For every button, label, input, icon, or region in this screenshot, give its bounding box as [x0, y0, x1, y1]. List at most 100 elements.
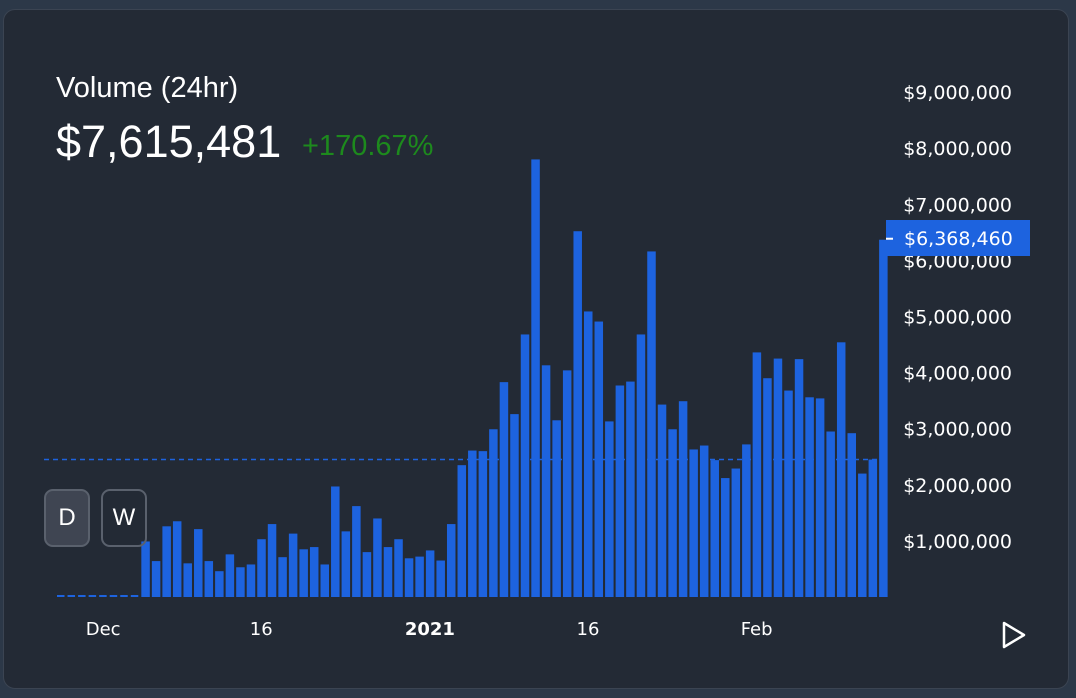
bar [194, 529, 203, 597]
bar [562, 370, 572, 597]
current-value-label: $6,368,460 [904, 228, 1013, 250]
bar [784, 390, 793, 597]
bar [162, 526, 171, 597]
bar [815, 398, 825, 597]
bar [172, 521, 182, 597]
bar [88, 595, 97, 597]
bar [826, 431, 835, 597]
daily-button[interactable]: D [44, 489, 90, 547]
bar [309, 547, 319, 597]
bar [731, 468, 741, 597]
bar [573, 231, 582, 597]
y-tick-label: $8,000,000 [903, 138, 1012, 160]
bar [141, 541, 150, 597]
y-tick-label: $5,000,000 [903, 307, 1012, 329]
bar [510, 414, 519, 597]
bar [120, 595, 128, 597]
play-icon[interactable] [1000, 620, 1028, 650]
chart-title: Volume (24hr) [56, 72, 239, 104]
y-tick-label: $1,000,000 [903, 531, 1012, 553]
volume-value: $7,615,481 [56, 116, 282, 167]
bar [710, 460, 719, 597]
bar [236, 567, 245, 597]
bar [594, 321, 604, 597]
bar [341, 531, 351, 597]
bar [520, 334, 530, 597]
bar [468, 450, 477, 597]
y-tick-label: $4,000,000 [903, 363, 1012, 385]
x-tick-label: Dec [86, 619, 121, 640]
bar [773, 358, 783, 597]
bar [478, 451, 488, 597]
bar [278, 557, 287, 597]
bar [225, 554, 235, 597]
bar [868, 459, 878, 597]
bar [678, 401, 688, 597]
bar [257, 539, 266, 597]
bar [752, 352, 762, 597]
bar [552, 420, 561, 597]
bar [584, 311, 593, 597]
y-tick-label: $9,000,000 [903, 82, 1012, 104]
bar [689, 449, 698, 597]
bar [858, 473, 867, 597]
bar [847, 433, 856, 597]
bar [615, 385, 625, 597]
bar [489, 429, 498, 597]
y-tick-label: $7,000,000 [903, 194, 1012, 216]
bar [794, 359, 804, 597]
bar [109, 595, 118, 597]
bar [446, 524, 456, 597]
y-tick-label: $2,000,000 [903, 475, 1012, 497]
bar [362, 552, 372, 597]
bar [57, 595, 65, 597]
bar [151, 561, 161, 597]
bar [99, 595, 107, 597]
bar [415, 556, 424, 597]
bar [78, 595, 86, 597]
x-tick-label: 2021 [405, 619, 455, 640]
volume-change: +170.67% [302, 130, 434, 162]
weekly-button[interactable]: W [101, 489, 147, 547]
bar [699, 445, 709, 597]
bar [836, 342, 846, 597]
bar [130, 595, 139, 597]
bar [299, 549, 308, 597]
bar [763, 378, 772, 597]
current-value-tag [886, 220, 1030, 256]
bar [425, 550, 435, 597]
bar [626, 381, 635, 597]
bar [67, 595, 76, 597]
bar [636, 334, 646, 597]
bar [373, 518, 382, 597]
bar [657, 404, 667, 597]
y-tick-label: $3,000,000 [903, 419, 1012, 441]
bar [436, 560, 445, 597]
bar [267, 524, 277, 597]
bar [742, 444, 751, 597]
bar [605, 421, 614, 597]
bar [352, 506, 361, 597]
bar [647, 251, 656, 597]
x-tick-label: 16 [250, 619, 273, 640]
bar [668, 429, 677, 597]
bar [805, 397, 814, 597]
bar [215, 571, 224, 597]
bar [246, 564, 256, 597]
bar [541, 365, 551, 597]
bar [394, 539, 403, 597]
bar [531, 159, 540, 598]
bar [320, 564, 329, 597]
bar [288, 533, 298, 597]
bar [331, 486, 340, 597]
x-tick-label: 16 [577, 619, 600, 640]
bar [499, 382, 509, 597]
bar [183, 563, 192, 597]
bar [404, 558, 414, 597]
x-tick-label: Feb [741, 619, 773, 640]
bar [457, 465, 467, 597]
bar [721, 478, 730, 597]
bar [204, 561, 214, 597]
bar [879, 239, 888, 597]
